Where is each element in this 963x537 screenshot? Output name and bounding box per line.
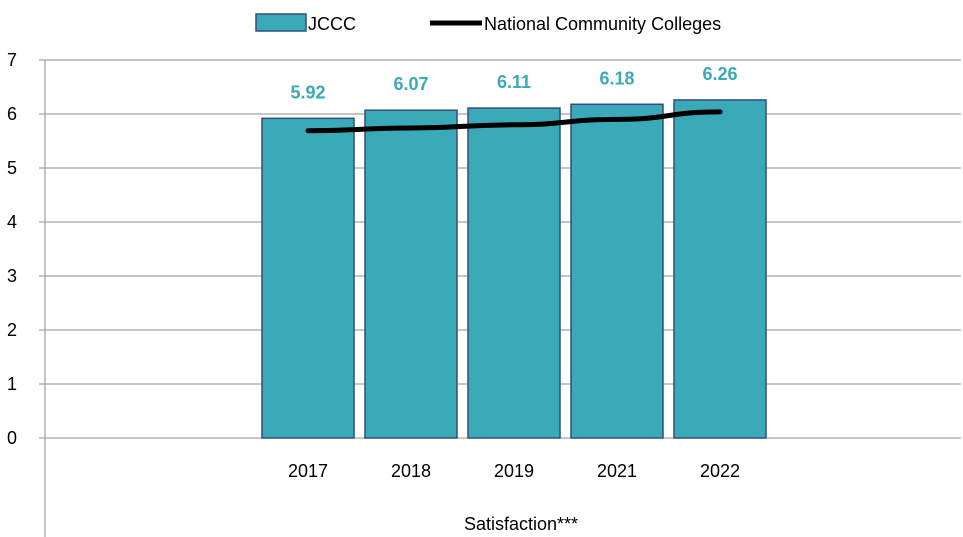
x-tick-label-2022: 2022 <box>700 461 740 481</box>
y-axis-tick-labels: 0 1 2 3 4 5 6 7 <box>7 50 17 448</box>
y-tick-label-4: 4 <box>7 212 17 232</box>
y-tick-label-2: 2 <box>7 320 17 340</box>
x-tick-label-2021: 2021 <box>597 461 637 481</box>
line-national-community-colleges <box>305 109 723 134</box>
y-tick-label-7: 7 <box>7 50 17 70</box>
bar-2019 <box>467 107 561 439</box>
bar-2021 <box>570 103 664 439</box>
x-axis-title: Satisfaction*** <box>464 514 578 534</box>
x-tick-label-2019: 2019 <box>494 461 534 481</box>
data-label-2021: 6.18 <box>599 68 634 88</box>
legend-line-label: National Community Colleges <box>484 14 721 34</box>
y-tick-label-3: 3 <box>7 266 17 286</box>
bar-2022 <box>673 99 767 439</box>
x-tick-label-2017: 2017 <box>288 461 328 481</box>
data-label-2018: 6.07 <box>393 74 428 94</box>
data-label-2022: 6.26 <box>702 64 737 84</box>
bars <box>261 99 767 439</box>
x-tick-label-2018: 2018 <box>391 461 431 481</box>
x-axis-tick-labels: 2017 2018 2019 2021 2022 <box>288 461 740 481</box>
bar-2018 <box>364 109 458 439</box>
legend-bar-swatch <box>255 13 307 32</box>
line-series <box>305 109 723 134</box>
y-tick-label-1: 1 <box>7 374 17 394</box>
legend: JCCC National Community Colleges <box>255 13 721 34</box>
data-label-2017: 5.92 <box>290 82 325 102</box>
data-labels: 5.92 6.07 6.11 6.18 6.26 <box>290 64 737 102</box>
y-tick-label-6: 6 <box>7 104 17 124</box>
bar-2017 <box>261 117 355 439</box>
y-tick-label-5: 5 <box>7 158 17 178</box>
y-tick-label-0: 0 <box>7 428 17 448</box>
legend-bar-label: JCCC <box>308 14 356 34</box>
data-label-2019: 6.11 <box>497 72 531 92</box>
